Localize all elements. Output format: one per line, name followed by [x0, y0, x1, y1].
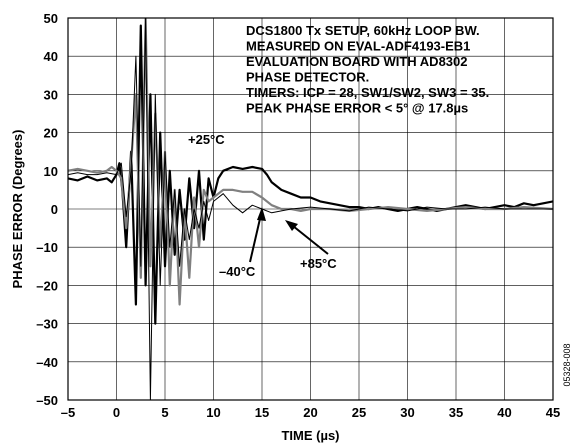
note-line-2: EVALUATION BOARD WITH AD8302 — [246, 54, 468, 69]
plot-frame — [67, 17, 554, 401]
y-tick-label-2: –30 — [36, 317, 58, 332]
y-tick-label-1: –40 — [36, 355, 58, 370]
x-tick-label-3: 10 — [206, 405, 220, 420]
note-line-1: MEASURED ON EVAL-ADF4193-EB1 — [246, 39, 470, 54]
y-tick-label-9: 40 — [44, 49, 58, 64]
x-tick-label-4: 15 — [255, 405, 269, 420]
x-tick-label-7: 30 — [400, 405, 414, 420]
x-axis-title: TIME (µs) — [281, 428, 339, 443]
y-tick-label-4: –10 — [36, 240, 58, 255]
x-tick-label-2: 5 — [161, 405, 168, 420]
x-tick-label-9: 40 — [497, 405, 511, 420]
annotation-arrows — [249, 207, 329, 263]
series-line-1 — [68, 18, 553, 306]
y-tick-label-7: 20 — [44, 126, 58, 141]
note-line-0: DCS1800 Tx SETUP, 60kHz LOOP BW. — [246, 23, 480, 38]
y-tick-label-3: –20 — [36, 278, 58, 293]
y-tick-label-6: 10 — [44, 164, 58, 179]
temperature-labels: +25°C –40°C +85°C — [188, 132, 337, 279]
y-tick-label-0: –50 — [36, 393, 58, 408]
note-line-3: PHASE DETECTOR. — [246, 70, 369, 85]
y-tick-label-10: 50 — [44, 11, 58, 26]
arrowhead-minus40 — [257, 207, 266, 221]
arrowhead-plus85 — [285, 220, 298, 231]
series-line-2 — [68, 18, 553, 400]
x-tick-label-10: 45 — [546, 405, 560, 420]
note-line-4: TIMERS: ICP = 28, SW1/SW2, SW3 = 35. — [246, 85, 489, 100]
setup-notes: DCS1800 Tx SETUP, 60kHz LOOP BW.MEASURED… — [246, 23, 489, 116]
x-tick-labels: –5 0 5 10 15 20 25 30 35 40 45 — [61, 405, 560, 420]
x-tick-label-1: 0 — [113, 405, 120, 420]
x-tick-label-0: –5 — [61, 405, 75, 420]
series-layer — [68, 18, 553, 400]
x-tick-label-8: 35 — [449, 405, 463, 420]
y-tick-label-5: 0 — [51, 202, 58, 217]
y-tick-label-8: 30 — [44, 87, 58, 102]
y-tick-labels: –50 –40 –30 –20 –10 0 10 20 30 40 50 — [36, 11, 58, 408]
x-tick-label-6: 25 — [352, 405, 366, 420]
temp-label-0: +25°C — [188, 132, 225, 147]
note-line-5: PEAK PHASE ERROR < 5° @ 17.8µs — [246, 101, 468, 116]
temp-label-2: +85°C — [300, 256, 337, 271]
x-tick-label-5: 20 — [303, 405, 317, 420]
y-axis-title: PHASE ERROR (Degrees) — [10, 130, 25, 289]
temp-label-1: –40°C — [219, 264, 256, 279]
figure-id: 05328-008 — [562, 343, 572, 386]
